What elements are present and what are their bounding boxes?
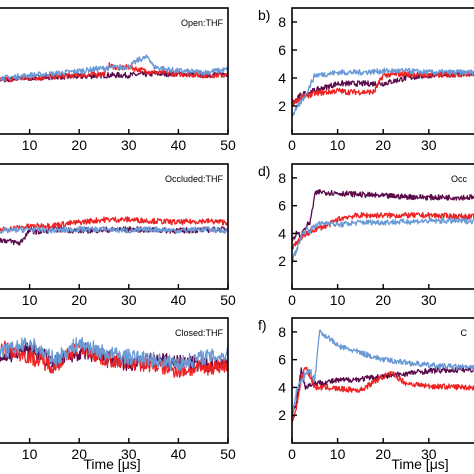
y-tick-label-5-4: 4 [278,379,286,395]
x-tick-label-5-30: 30 [421,446,437,462]
y-tick-label-1-6: 6 [278,42,286,58]
x-tick-label-3-20: 20 [375,292,391,308]
x-tick-label-4-30: 30 [121,446,137,462]
series-line-3-0 [292,188,474,242]
panel-title-4: Closed:THF [175,328,224,338]
panel-letter-1: b) [258,7,270,23]
x-tick-label-4-50: 50 [220,446,236,462]
panel-title-5: C [461,328,468,338]
y-tick-label-5-8: 8 [278,324,286,340]
series-line-2-2 [0,225,228,235]
x-tick-label-5-10: 10 [330,446,346,462]
x-tick-label-3-30: 30 [421,292,437,308]
series-line-1-2 [292,67,474,118]
x-tick-label-4-40: 40 [171,446,187,462]
x-tick-label-1-10: 10 [330,137,346,153]
panel-title-2: Occluded:THF [165,174,224,184]
y-tick-label-3-8: 8 [278,170,286,186]
x-tick-label-4-10: 10 [22,446,38,462]
x-tick-label-1-0: 0 [288,137,296,153]
panel-frame-1 [291,7,474,135]
panel-frame-5 [291,317,474,444]
y-tick-label-1-4: 4 [278,70,286,86]
panel-title-3: Occ [451,174,468,184]
y-tick-label-3-2: 2 [278,253,286,269]
y-tick-label-3-6: 6 [278,198,286,214]
x-tick-label-2-40: 40 [171,292,187,308]
y-tick-label-5-2: 2 [278,407,286,423]
x-tick-label-3-10: 10 [330,292,346,308]
y-tick-label-1-8: 8 [278,14,286,30]
x-tick-label-2-50: 50 [220,292,236,308]
x-tick-label-5-20: 20 [375,446,391,462]
x-tick-label-0-30: 30 [121,137,137,153]
y-tick-label-3-4: 4 [278,225,286,241]
series-line-3-1 [292,211,474,250]
series-line-5-2 [292,329,474,419]
x-tick-label-2-20: 20 [71,292,87,308]
x-tick-label-0-50: 50 [220,137,236,153]
series-line-0-2 [0,54,228,82]
panel-frame-0 [0,7,229,135]
x-tick-label-0-20: 20 [71,137,87,153]
panel-frame-2 [0,163,229,290]
panel-frame-4 [0,317,229,444]
x-tick-label-5-0: 0 [288,446,296,462]
panel-letter-5: f) [258,317,267,333]
y-tick-label-5-6: 6 [278,352,286,368]
y-tick-label-1-2: 2 [278,98,286,114]
x-axis-label-right: Time [μs] [391,456,448,472]
x-tick-label-4-20: 20 [71,446,87,462]
series-line-5-1 [292,366,474,422]
x-axis-label-left: Time [μs] [83,456,140,472]
series-line-4-1 [0,339,228,378]
series-line-0-1 [0,62,228,83]
series-line-4-2 [0,336,228,372]
x-tick-label-2-10: 10 [22,292,38,308]
series-line-1-0 [292,70,474,106]
x-tick-label-0-10: 10 [22,137,38,153]
x-tick-label-2-30: 30 [121,292,137,308]
panel-title-0: Open:THF [181,18,224,28]
series-line-1-1 [292,70,474,106]
panel-letter-3: d) [258,163,270,179]
x-tick-label-1-30: 30 [421,137,437,153]
x-tick-label-3-0: 0 [288,292,296,308]
x-tick-label-1-20: 20 [375,137,391,153]
series-line-3-2 [292,217,474,263]
panel-frame-3 [291,163,474,290]
x-tick-label-0-40: 40 [171,137,187,153]
series-line-5-0 [292,366,474,418]
